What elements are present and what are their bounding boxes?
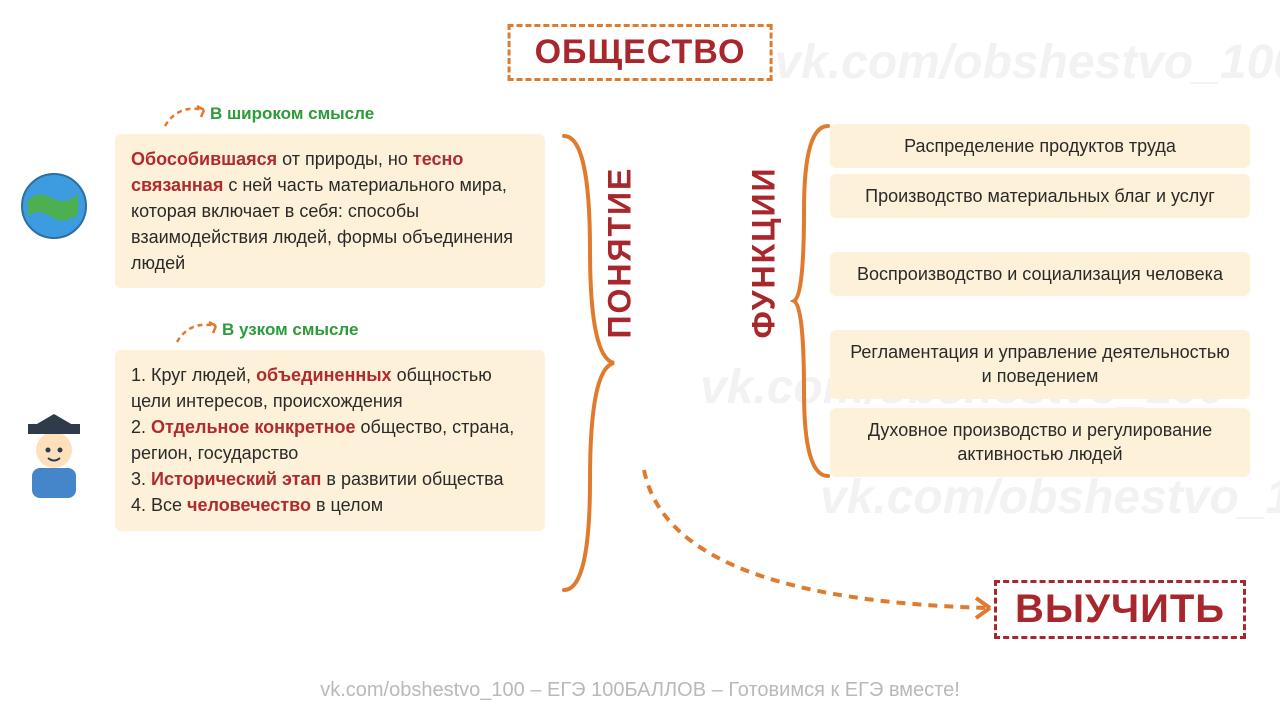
text-fragment: Отдельное конкретное [151,417,356,437]
text-fragment: от природы, но [277,149,413,169]
function-card: Регламентация и управление деятельностью… [830,330,1250,399]
list-item: 3. Исторический этап в развитии общества [131,466,529,492]
text-fragment: в развитии общества [321,469,503,489]
globe-icon [18,170,90,242]
broad-sense-label: В широком смысле [210,104,374,124]
broad-definition-card: Обособившаяся от природы, но тесно связа… [115,134,545,288]
text-fragment: человечество [187,495,311,515]
arrow-curve-icon [160,100,220,134]
learn-box: ВЫУЧИТЬ [994,580,1246,639]
list-item: 2. Отдельное конкретное общество, страна… [131,414,529,466]
function-card: Воспроизводство и социализация человека [830,252,1250,296]
function-card: Производство материальных благ и услуг [830,174,1250,218]
footer-text: vk.com/obshestvo_100 – ЕГЭ 100БАЛЛОВ – Г… [0,679,1280,702]
title-box: ОБЩЕСТВО [508,24,773,81]
narrow-definition-card: 1. Круг людей, объединенных общностью це… [115,350,545,531]
watermark-text: vk.com/obshestvo_100 [774,35,1280,90]
text-fragment: 4. Все [131,495,187,515]
text-fragment: 3. [131,469,151,489]
text-fragment: 2. [131,417,151,437]
text-fragment: 1. Круг людей, [131,365,256,385]
student-icon [18,410,90,500]
text-fragment: в целом [311,495,383,515]
function-card: Распределение продуктов труда [830,124,1250,168]
text-fragment: Исторический этап [151,469,321,489]
list-item: 4. Все человечество в целом [131,492,529,518]
text-fragment: объединенных [256,365,392,385]
functions-vertical-label: ФУНКЦИИ [746,166,783,338]
list-item: 1. Круг людей, объединенных общностью це… [131,362,529,414]
arrow-curve-icon [172,316,232,350]
learn-text: ВЫУЧИТЬ [1015,587,1225,631]
narrow-sense-label: В узком смысле [222,320,358,340]
text-fragment: Обособившаяся [131,149,277,169]
title-text: ОБЩЕСТВО [535,33,746,71]
concept-vertical-label: ПОНЯТИЕ [602,167,639,339]
dashed-arrow-icon [630,460,1010,630]
